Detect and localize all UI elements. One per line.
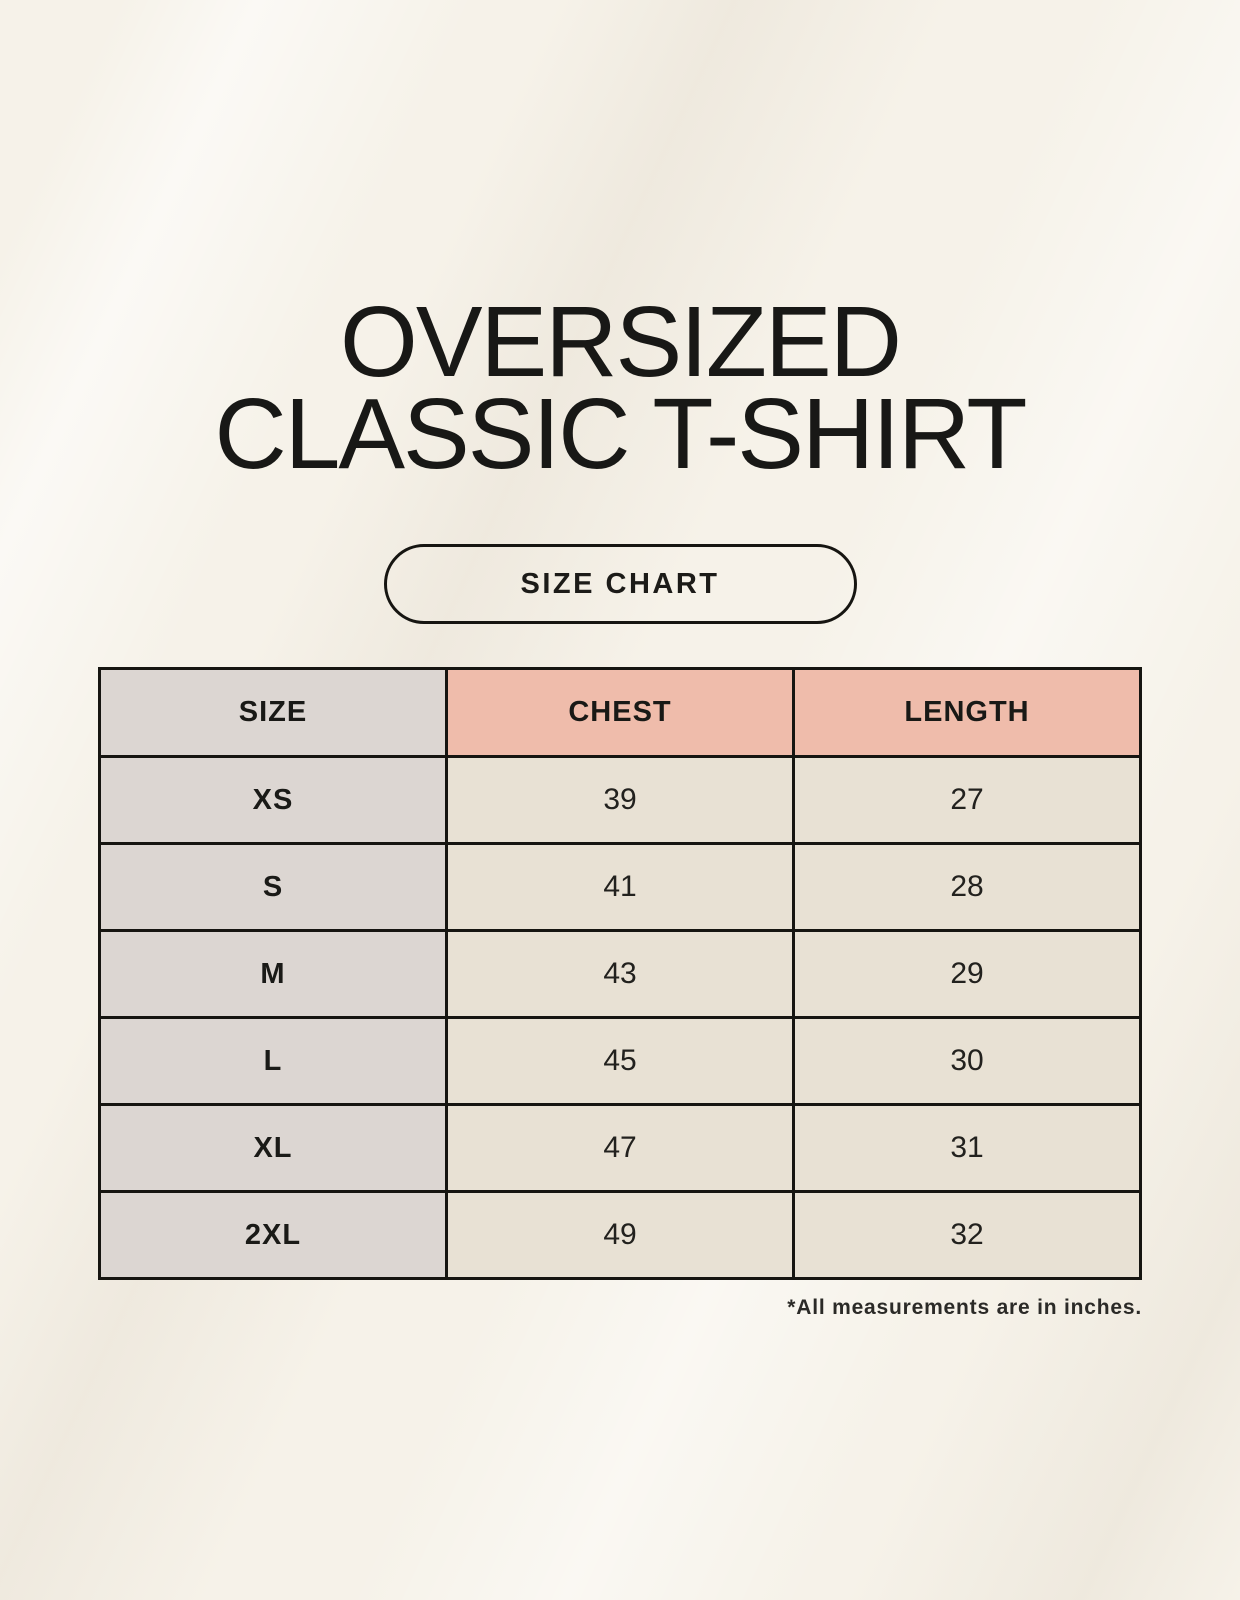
page-title: OVERSIZED CLASSIC T-SHIRT [0, 0, 1240, 484]
row-length-value: 30 [792, 1016, 1142, 1106]
size-chart-button-label: SIZE CHART [520, 567, 720, 600]
column-header-length: LENGTH [792, 667, 1142, 758]
measurements-footnote: *All measurements are in inches. [787, 1296, 1142, 1319]
row-size-label: S [98, 842, 448, 932]
table-row: XL 47 31 [98, 1103, 1142, 1193]
table-row: 2XL 49 32 [98, 1190, 1142, 1280]
row-chest-value: 41 [445, 842, 795, 932]
row-chest-value: 39 [445, 755, 795, 845]
row-chest-value: 45 [445, 1016, 795, 1106]
row-size-label: XL [98, 1103, 448, 1193]
row-size-label: M [98, 929, 448, 1019]
row-size-label: 2XL [98, 1190, 448, 1280]
title-line-1: OVERSIZED [340, 286, 902, 398]
row-length-value: 28 [792, 842, 1142, 932]
title-line-2: CLASSIC T-SHIRT [214, 378, 1028, 490]
row-size-label: XS [98, 755, 448, 845]
row-length-value: 29 [792, 929, 1142, 1019]
row-size-label: L [98, 1016, 448, 1106]
row-chest-value: 47 [445, 1103, 795, 1193]
table-row: S 41 28 [98, 842, 1142, 932]
size-table-body: XS 39 27 S 41 28 M 43 29 L 45 30 XL 47 31 2XL 49 32 [98, 755, 1142, 1280]
column-header-chest: CHEST [445, 667, 795, 758]
table-row: M 43 29 [98, 929, 1142, 1019]
row-length-value: 31 [792, 1103, 1142, 1193]
row-length-value: 27 [792, 755, 1142, 845]
column-header-size: SIZE [98, 667, 448, 758]
size-chart-button[interactable]: SIZE CHART [383, 544, 857, 624]
table-row: XS 39 27 [98, 755, 1142, 845]
row-chest-value: 43 [445, 929, 795, 1019]
table-row: L 45 30 [98, 1016, 1142, 1106]
row-length-value: 32 [792, 1190, 1142, 1280]
table-header-row: SIZE CHEST LENGTH [98, 667, 1142, 758]
row-chest-value: 49 [445, 1190, 795, 1280]
size-table: SIZE CHEST LENGTH XS 39 27 S 41 28 M 43 29 L 45 30 X… [98, 667, 1142, 1280]
